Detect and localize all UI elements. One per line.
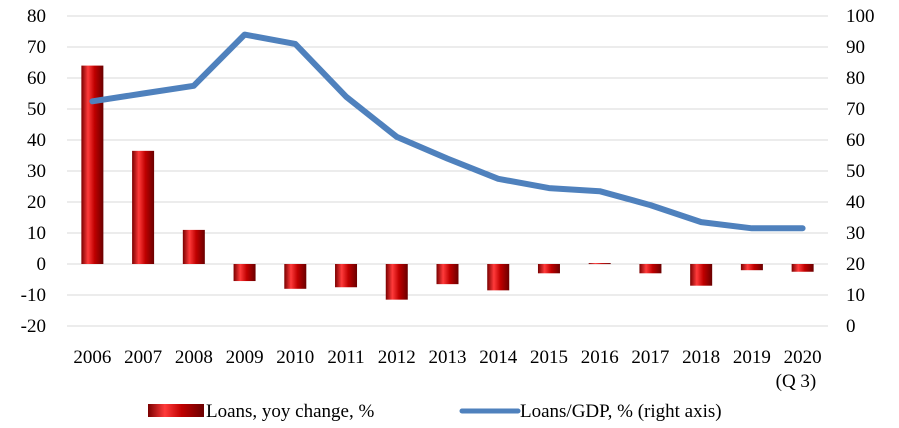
x-tick-label: (Q 3) — [776, 371, 817, 392]
x-tick-label: 2008 — [175, 347, 213, 368]
x-tick-label: 2013 — [429, 347, 467, 368]
left-axis: -20 -10 0 10 20 30 40 50 60 70 80 — [21, 6, 46, 337]
right-tick-label: 100 — [846, 6, 875, 27]
x-tick-label: 2011 — [327, 347, 364, 368]
right-tick-label: 20 — [846, 254, 865, 275]
legend: Loans, yoy change, % Loans/GDP, % (right… — [148, 401, 722, 422]
bar-series — [81, 65, 814, 300]
legend-swatch-bar — [148, 404, 204, 417]
bar-2015 — [537, 264, 560, 274]
bar-2009 — [233, 264, 256, 282]
x-tick-label: 2006 — [73, 347, 111, 368]
right-tick-label: 30 — [846, 223, 865, 244]
bar-2016 — [588, 263, 611, 265]
left-tick-label: 30 — [27, 161, 46, 182]
bar-2020 — [791, 264, 814, 272]
bar-2014 — [487, 264, 510, 291]
x-axis: 2006 2007 2008 2009 2010 2011 2012 2013 2014 2015… — [73, 347, 821, 392]
left-tick-label: 60 — [27, 68, 46, 89]
right-tick-label: 90 — [846, 37, 865, 58]
x-tick-label: 2007 — [124, 347, 162, 368]
bar-2012 — [385, 264, 408, 300]
bar-2018 — [690, 264, 713, 286]
bar-2017 — [639, 264, 662, 274]
left-tick-label: 80 — [27, 6, 46, 27]
bar-2019 — [740, 264, 763, 271]
right-tick-label: 60 — [846, 130, 865, 151]
x-tick-label: 2016 — [581, 347, 619, 368]
left-tick-label: 40 — [27, 130, 46, 151]
x-tick-label: 2018 — [682, 347, 720, 368]
right-tick-label: 10 — [846, 285, 865, 306]
x-tick-label: 2010 — [276, 347, 314, 368]
line-series — [89, 31, 806, 232]
right-tick-label: 80 — [846, 68, 865, 89]
left-tick-label: -20 — [21, 316, 46, 337]
left-tick-label: 10 — [27, 223, 46, 244]
x-tick-label: 2019 — [733, 347, 771, 368]
line-loans-gdp — [89, 31, 806, 232]
left-tick-label: 70 — [27, 37, 46, 58]
left-tick-label: 50 — [27, 99, 46, 120]
x-tick-label: 2014 — [479, 347, 518, 368]
bar-2008 — [182, 229, 205, 264]
bar-2011 — [335, 264, 358, 288]
right-tick-label: 50 — [846, 161, 865, 182]
bar-2013 — [436, 264, 459, 285]
bar-2010 — [284, 264, 307, 289]
x-tick-label: 2009 — [226, 347, 264, 368]
left-tick-label: 0 — [37, 254, 47, 275]
x-tick-label: 2020 — [784, 347, 822, 368]
x-tick-label: 2012 — [378, 347, 416, 368]
right-tick-label: 0 — [846, 316, 856, 337]
left-tick-label: -10 — [21, 285, 46, 306]
right-tick-label: 40 — [846, 192, 865, 213]
x-tick-label: 2017 — [631, 347, 669, 368]
bar-2006 — [81, 65, 104, 264]
legend-label-line: Loans/GDP, % (right axis) — [520, 401, 722, 422]
bar-2007 — [132, 150, 155, 264]
right-tick-label: 70 — [846, 99, 865, 120]
x-tick-label: 2015 — [530, 347, 568, 368]
legend-label-bar: Loans, yoy change, % — [206, 401, 374, 422]
right-axis: 0 10 20 30 40 50 60 70 80 90 100 — [846, 6, 875, 337]
left-tick-label: 20 — [27, 192, 46, 213]
